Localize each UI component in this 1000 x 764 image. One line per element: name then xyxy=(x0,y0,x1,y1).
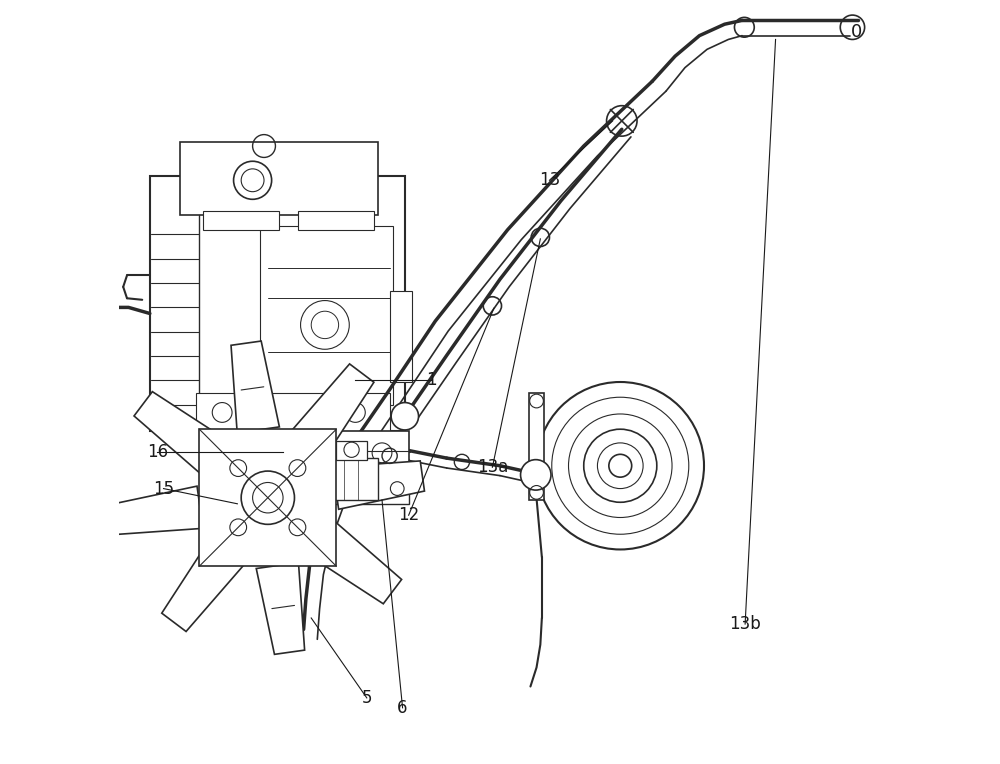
Bar xyxy=(203,211,279,230)
Polygon shape xyxy=(333,461,424,510)
Polygon shape xyxy=(292,364,374,456)
Polygon shape xyxy=(231,341,279,433)
Circle shape xyxy=(391,403,419,430)
Bar xyxy=(306,432,409,474)
Bar xyxy=(336,441,367,460)
Text: 0: 0 xyxy=(851,23,862,40)
Bar xyxy=(180,142,378,215)
Text: 1: 1 xyxy=(426,371,437,390)
Bar xyxy=(283,441,314,460)
Bar xyxy=(199,429,336,566)
Bar xyxy=(298,211,374,230)
Polygon shape xyxy=(310,522,402,604)
Bar xyxy=(390,290,412,382)
Bar xyxy=(529,393,544,500)
Text: 5: 5 xyxy=(362,689,372,707)
Text: 16: 16 xyxy=(147,443,168,461)
Polygon shape xyxy=(134,392,226,474)
Polygon shape xyxy=(256,562,305,654)
Circle shape xyxy=(521,460,551,490)
Circle shape xyxy=(93,307,113,327)
Text: 6: 6 xyxy=(397,699,408,717)
Text: 12: 12 xyxy=(398,507,419,524)
Polygon shape xyxy=(111,486,203,535)
Text: 13a: 13a xyxy=(477,458,508,476)
Polygon shape xyxy=(162,539,244,632)
Bar xyxy=(260,226,393,405)
Text: 13b: 13b xyxy=(729,615,761,633)
Bar xyxy=(272,458,378,500)
Text: 13: 13 xyxy=(539,171,560,189)
Bar xyxy=(196,393,390,432)
Text: 15: 15 xyxy=(153,480,174,497)
Bar xyxy=(306,474,409,503)
Bar xyxy=(150,176,405,432)
